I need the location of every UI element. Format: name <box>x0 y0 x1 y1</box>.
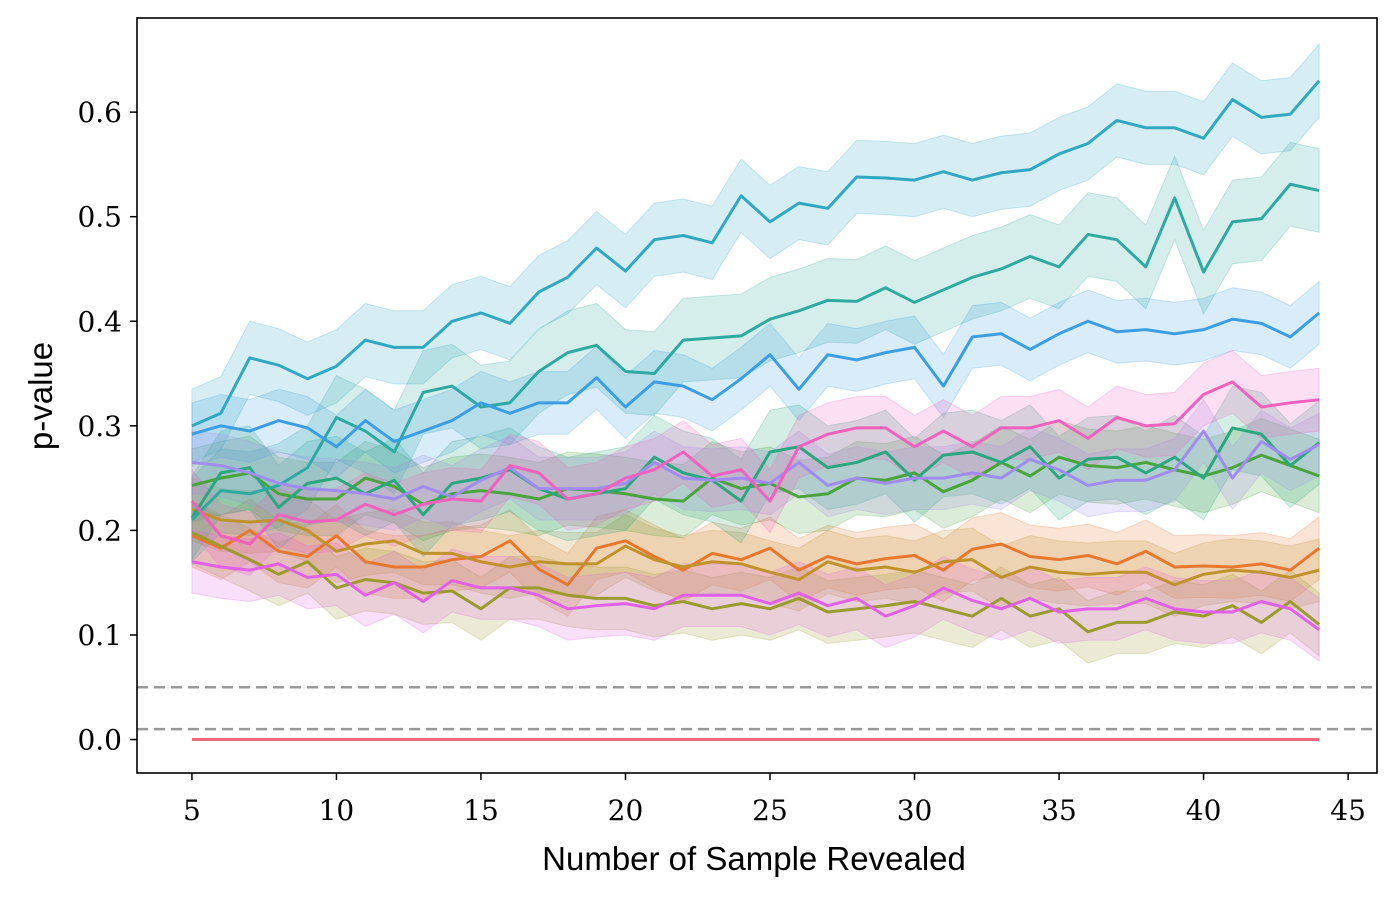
series-8-line <box>191 311 1321 449</box>
x-tick-label: 45 <box>1330 794 1366 827</box>
x-tick-label: 10 <box>319 794 355 827</box>
series-7-band <box>191 42 1320 464</box>
y-axis-label: p-value <box>22 342 59 450</box>
series-5-line <box>190 426 1321 519</box>
series-2-band <box>191 477 1320 617</box>
x-tick-label: 5 <box>183 794 201 827</box>
y-tick-label: 0.5 <box>77 201 122 234</box>
y-tick-label: 0.0 <box>77 724 122 757</box>
series-5-band <box>191 385 1320 562</box>
y-tick-label: 0.3 <box>77 410 122 443</box>
series-6-band <box>191 141 1320 563</box>
reference-lines <box>137 686 1377 731</box>
series-1-line <box>191 528 1321 587</box>
x-tick-label: 35 <box>1041 794 1077 827</box>
y-tick-label: 0.6 <box>77 96 122 129</box>
y-tick-label: 0.1 <box>77 619 122 652</box>
x-tick-label: 20 <box>608 794 644 827</box>
x-axis-label: Number of Sample Revealed <box>542 840 966 877</box>
series-10-line <box>190 380 1320 546</box>
series-lines <box>190 79 1321 742</box>
x-tick-label: 15 <box>463 794 499 827</box>
y-tick-label: 0.2 <box>77 514 122 547</box>
series-11-line <box>191 560 1321 631</box>
confidence-bands <box>191 42 1320 664</box>
x-tick-label: 30 <box>897 794 933 827</box>
series-8-band <box>191 280 1320 479</box>
plot-frame <box>136 17 1378 774</box>
series-10-band <box>191 349 1320 576</box>
series-6-line <box>190 182 1320 521</box>
series-2-line <box>191 508 1320 587</box>
x-tick-label: 25 <box>752 794 788 827</box>
y-axis-ticks: 0.0 0.1 0.2 0.3 0.4 0.5 0.6 <box>77 96 137 757</box>
x-tick-label: 40 <box>1186 794 1222 827</box>
y-tick-label: 0.4 <box>77 305 122 338</box>
series-7-line <box>191 79 1321 428</box>
series-3-line <box>191 531 1321 634</box>
series-11-band <box>191 529 1320 663</box>
x-axis-ticks: 5 10 15 20 25 30 35 40 45 <box>183 773 1366 827</box>
series-9-line <box>191 429 1320 501</box>
